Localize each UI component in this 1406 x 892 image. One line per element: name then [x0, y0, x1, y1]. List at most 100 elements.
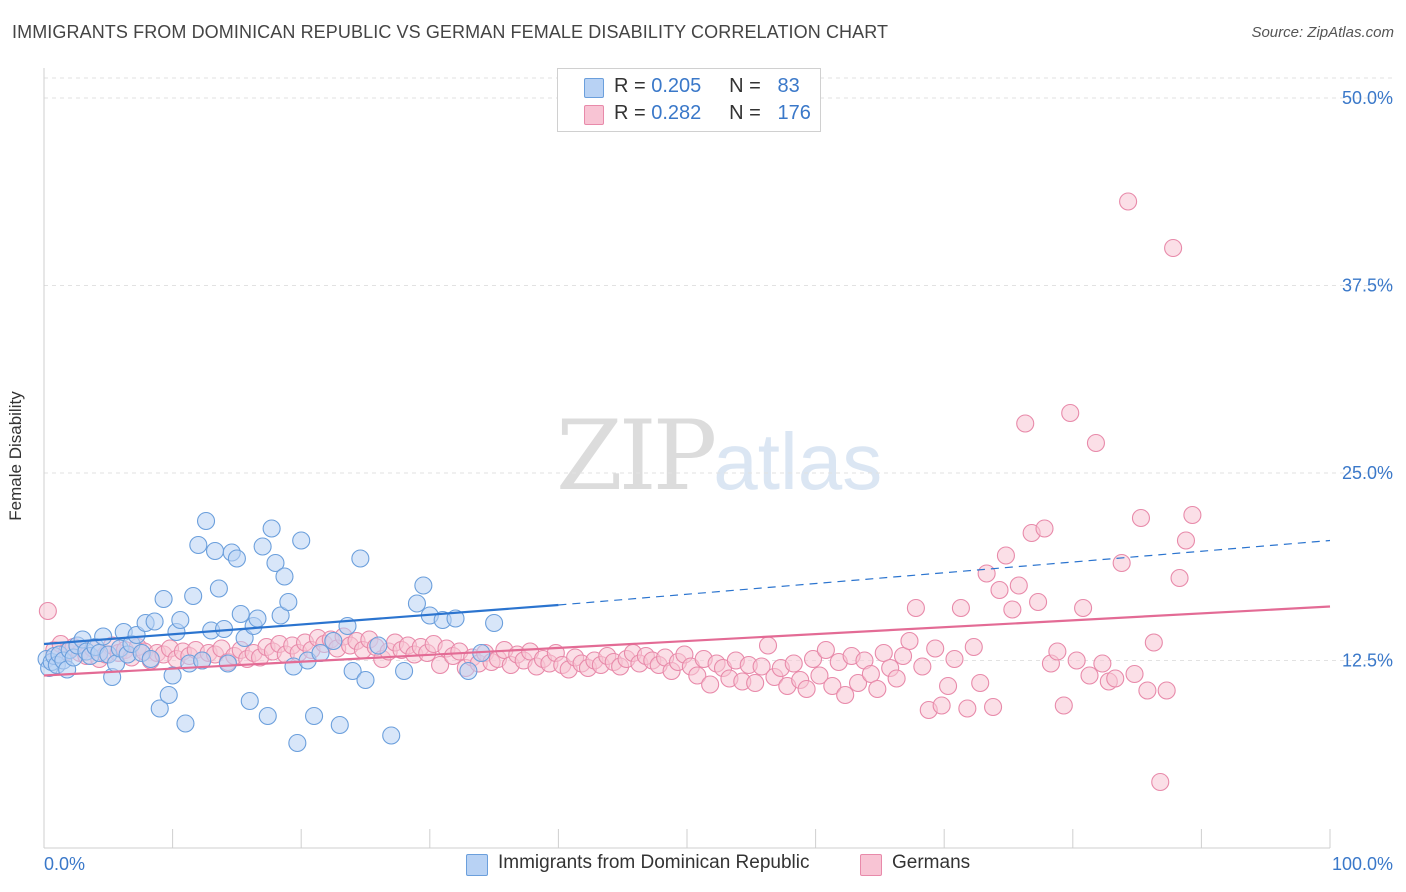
legend-box: R = 0.205 N = 83 R = 0.282 N = 176	[557, 68, 821, 132]
german-point	[1016, 414, 1035, 433]
dominican-point	[292, 531, 311, 550]
dominican-point	[485, 613, 504, 633]
dominican-point	[279, 592, 298, 612]
german-point	[797, 679, 816, 699]
dominican-trendline	[43, 603, 559, 646]
german-point	[746, 673, 765, 693]
german-point	[926, 639, 945, 658]
dominican-trendline-projection	[558, 539, 1331, 606]
german-point	[1151, 772, 1170, 792]
y-tick-label: 37.5%	[1342, 276, 1393, 296]
watermark-zip: ZIP	[556, 400, 717, 512]
german-point	[1157, 681, 1176, 700]
dominican-point	[343, 661, 362, 681]
german-trendline	[43, 605, 1331, 677]
legend-n-value: 176	[777, 102, 811, 124]
german-point	[951, 598, 970, 618]
dominican-point	[205, 541, 225, 561]
german-point	[874, 643, 893, 663]
german-point	[977, 564, 996, 583]
german-point	[958, 699, 977, 718]
dominican-point	[176, 714, 195, 733]
legend-r-label: R =	[614, 102, 646, 124]
watermark-atlas: atlas	[713, 417, 883, 506]
y-tick-label: 50.0%	[1342, 88, 1393, 108]
legend-swatch-pink	[584, 105, 604, 125]
dominican-point	[154, 589, 173, 609]
source-credit: Source: ZipAtlas.com	[1251, 24, 1394, 41]
dominican-point	[369, 636, 388, 655]
german-point	[1131, 508, 1151, 528]
german-point	[932, 696, 951, 715]
german-point	[848, 673, 868, 693]
dominican-point	[193, 651, 212, 670]
german-point	[1125, 664, 1144, 684]
bottom-legend-swatch-blue	[466, 854, 488, 876]
german-point	[752, 657, 771, 676]
legend-swatch-blue	[584, 78, 604, 98]
legend-n-label: N =	[729, 75, 761, 97]
german-point	[1093, 654, 1112, 673]
german-point	[701, 675, 720, 694]
legend-n-value: 83	[777, 75, 800, 97]
dominican-point	[288, 733, 307, 753]
dominican-point	[253, 537, 272, 556]
dominican-point	[266, 553, 285, 573]
german-point	[688, 666, 707, 685]
german-point	[38, 601, 57, 621]
german-point	[1144, 633, 1163, 652]
german-point	[431, 655, 450, 675]
dominican-point	[171, 610, 190, 630]
german-point	[1119, 192, 1138, 211]
dominican-point	[271, 606, 290, 625]
german-point	[913, 657, 932, 676]
german-point	[861, 664, 880, 684]
german-point	[996, 546, 1015, 565]
dominican-point	[311, 643, 330, 663]
dominican-point	[159, 685, 178, 705]
german-point	[971, 673, 990, 693]
german-point	[1170, 568, 1189, 588]
dominican-point	[324, 631, 343, 651]
dominican-point	[305, 706, 324, 726]
dominican-point	[196, 511, 216, 531]
legend-r-label: R =	[614, 75, 646, 97]
y-tick-label: 25.0%	[1342, 463, 1393, 483]
german-point	[1080, 666, 1099, 685]
bottom-legend-label: Germans	[892, 852, 971, 873]
german-point	[1029, 592, 1048, 612]
german-point	[1035, 519, 1054, 538]
dominican-point	[382, 726, 401, 745]
german-point	[893, 646, 913, 666]
dominican-point	[459, 661, 478, 681]
dominican-point	[240, 691, 259, 711]
german-point	[1106, 669, 1125, 688]
german-point	[1067, 651, 1086, 670]
legend-r-value: 0.282	[651, 102, 702, 124]
dominican-point	[227, 549, 246, 568]
dominican-point	[209, 579, 228, 598]
dominican-point	[258, 706, 277, 726]
german-point	[836, 685, 855, 705]
dominican-point	[330, 715, 349, 735]
german-point	[1061, 403, 1080, 423]
german-point	[887, 669, 906, 688]
dominican-point	[184, 586, 203, 606]
german-point	[1074, 598, 1093, 618]
x-tick-label-right: 100.0%	[1332, 854, 1393, 874]
dominican-point	[407, 594, 426, 613]
dominican-point	[231, 604, 250, 624]
dominican-point	[446, 609, 465, 628]
dominican-point	[262, 519, 281, 538]
bottom-legend-swatch-pink	[860, 854, 882, 876]
german-point	[816, 640, 835, 660]
german-point	[1086, 433, 1105, 453]
german-point	[784, 654, 803, 673]
legend-r-value: 0.205	[651, 75, 702, 97]
dominican-point	[356, 670, 375, 690]
german-point	[906, 598, 925, 618]
german-point	[823, 676, 842, 696]
dominican-point	[141, 649, 160, 669]
german-point	[1048, 642, 1067, 661]
